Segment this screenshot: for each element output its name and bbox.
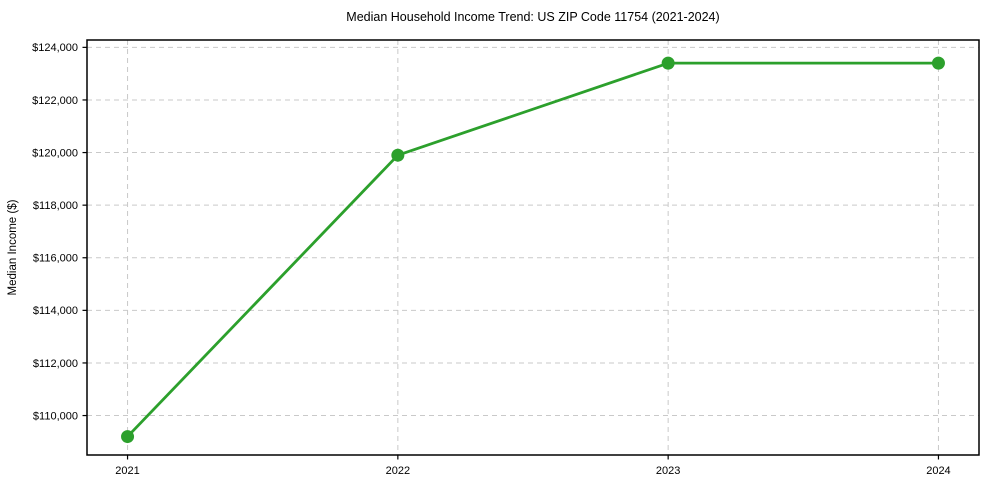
y-tick-label: $116,000 [33, 253, 78, 265]
data-point [931, 56, 945, 70]
data-point [661, 56, 675, 70]
x-tick-label: 2023 [656, 465, 680, 477]
grid-lines [87, 40, 979, 455]
data-point [121, 430, 135, 444]
chart-title: Median Household Income Trend: US ZIP Co… [346, 10, 719, 24]
y-tick-label: $114,000 [33, 305, 78, 317]
y-tick-label: $124,000 [32, 42, 78, 54]
x-tick-label: 2021 [115, 465, 139, 477]
data-point [391, 148, 405, 162]
data-series [121, 56, 945, 444]
axes: $110,000 $112,000 $114,000 $116,000 $118,000… [32, 39, 980, 477]
plot-border [86, 39, 980, 456]
trend-line [126, 61, 940, 438]
y-tick-label: $112,000 [33, 358, 78, 370]
y-tick-label: $122,000 [32, 95, 78, 107]
y-tick-label: $120,000 [32, 147, 78, 159]
x-tick-label: 2024 [926, 465, 950, 477]
y-tick-label: $110,000 [33, 410, 78, 422]
y-tick-label: $118,000 [33, 200, 78, 212]
x-tick-label: 2022 [386, 465, 410, 477]
y-axis-label: Median Income ($) [7, 199, 19, 295]
